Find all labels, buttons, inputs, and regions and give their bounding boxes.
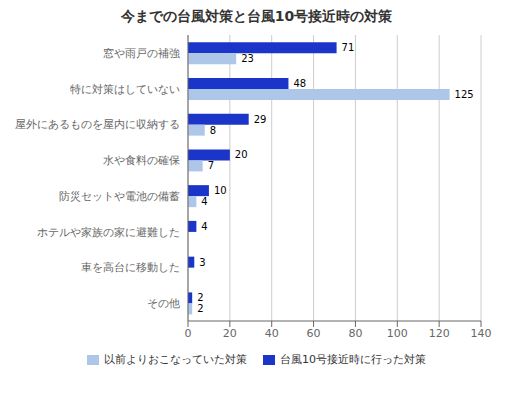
svg-text:8: 8	[210, 125, 216, 136]
svg-text:29: 29	[254, 114, 267, 125]
svg-text:10: 10	[214, 185, 227, 196]
svg-text:140: 140	[471, 327, 492, 340]
svg-text:特に対策はしていない: 特に対策はしていない	[70, 83, 180, 96]
svg-text:車を高台に移動した: 車を高台に移動した	[81, 261, 180, 274]
svg-text:20: 20	[235, 149, 248, 160]
svg-text:3: 3	[199, 257, 205, 268]
svg-text:20: 20	[223, 327, 237, 340]
svg-text:23: 23	[241, 53, 254, 64]
svg-text:40: 40	[265, 327, 279, 340]
svg-text:48: 48	[293, 78, 306, 89]
svg-text:水や食料の確保: 水や食料の確保	[103, 154, 180, 167]
svg-text:屋外にあるものを屋内に収納する: 屋外にあるものを屋内に収納する	[15, 118, 180, 131]
svg-text:80: 80	[348, 327, 362, 340]
svg-text:2: 2	[197, 292, 203, 303]
svg-text:0: 0	[185, 327, 192, 340]
svg-text:ホテルや家族の家に避難した: ホテルや家族の家に避難した	[37, 226, 180, 239]
svg-text:2: 2	[197, 303, 203, 314]
svg-text:120: 120	[429, 327, 450, 340]
html-text:今までの台風対策と台風10号接近時の対策: 今までの台風対策と台風10号接近時の対策	[120, 8, 393, 24]
svg-text:7: 7	[208, 160, 214, 171]
svg-text:4: 4	[201, 221, 207, 232]
html-text:以前よりおこなっていた対策: 以前よりおこなっていた対策	[104, 353, 247, 366]
svg-text:100: 100	[387, 327, 408, 340]
svg-text:71: 71	[342, 42, 355, 53]
html-text:台風10号接近時に行った対策: 台風10号接近時に行った対策	[280, 353, 426, 366]
svg-text:その他: その他	[147, 297, 180, 310]
svg-text:防災セットや電池の備蓄: 防災セットや電池の備蓄	[59, 190, 180, 203]
svg-text:4: 4	[201, 196, 207, 207]
svg-text:窓や雨戸の補強: 窓や雨戸の補強	[103, 47, 180, 60]
svg-text:125: 125	[455, 89, 474, 100]
svg-text:60: 60	[307, 327, 321, 340]
